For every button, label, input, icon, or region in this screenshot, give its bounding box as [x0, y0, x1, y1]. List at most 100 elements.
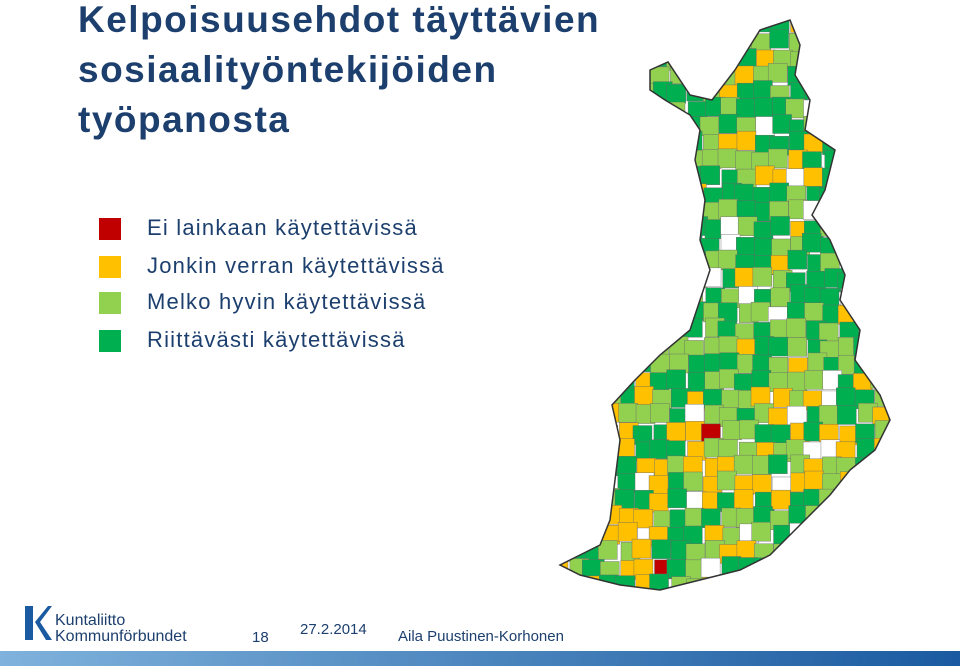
municipality [753, 80, 773, 100]
municipality [618, 305, 639, 326]
municipality [566, 217, 587, 237]
municipality [583, 201, 604, 221]
municipality [824, 49, 844, 69]
municipality [599, 20, 619, 36]
municipality [634, 115, 654, 135]
municipality [582, 149, 602, 170]
municipality [718, 20, 738, 33]
municipality [838, 591, 857, 610]
municipality [888, 101, 890, 122]
municipality [631, 267, 652, 288]
municipality [806, 595, 825, 614]
municipality [686, 65, 706, 85]
municipality [787, 337, 807, 357]
municipality [858, 507, 879, 527]
municipality [683, 471, 703, 492]
municipality [635, 318, 656, 338]
municipality [853, 20, 873, 32]
municipality [581, 476, 602, 496]
municipality [582, 490, 602, 510]
municipality [671, 20, 691, 38]
municipality [603, 252, 623, 272]
municipality [569, 356, 589, 376]
municipality [887, 204, 890, 224]
municipality [722, 420, 742, 440]
municipality [875, 474, 890, 495]
municipality [666, 132, 687, 152]
municipality [700, 557, 721, 578]
municipality [855, 457, 875, 477]
municipality [888, 407, 890, 427]
municipality [560, 238, 572, 258]
municipality [560, 250, 572, 270]
municipality [835, 32, 856, 52]
municipality [889, 269, 890, 290]
municipality [560, 508, 567, 528]
municipality [560, 149, 567, 170]
municipality [837, 576, 858, 590]
municipality [600, 182, 620, 202]
municipality [892, 543, 911, 562]
municipality [892, 219, 911, 238]
municipality [619, 48, 639, 68]
municipality [633, 51, 654, 71]
municipality [822, 507, 843, 527]
municipality [632, 425, 653, 445]
municipality [632, 199, 653, 219]
page-number: 18 [252, 629, 269, 646]
municipality [891, 149, 910, 168]
municipality [651, 186, 671, 207]
municipality [560, 456, 570, 476]
municipality [718, 113, 739, 134]
municipality [875, 596, 894, 615]
municipality [787, 66, 807, 86]
municipality [889, 116, 890, 136]
legend: Ei lainkaan käytettävissä Jonkin verran k… [99, 215, 444, 352]
municipality [563, 473, 584, 493]
municipality [667, 233, 687, 254]
municipality [566, 522, 587, 543]
municipality [618, 97, 638, 117]
municipality [802, 65, 822, 85]
municipality [771, 594, 790, 613]
municipality [666, 116, 686, 136]
logo-text: Kuntaliitto [55, 612, 125, 629]
municipality [734, 267, 755, 287]
municipality [615, 203, 635, 224]
municipality [560, 408, 571, 429]
municipality [614, 236, 635, 256]
municipality [891, 473, 910, 492]
municipality [586, 336, 607, 357]
title-line: sosiaalityöntekijöiden [78, 49, 498, 90]
municipality [768, 407, 788, 428]
municipality [569, 372, 590, 392]
municipality [600, 48, 621, 68]
legend-label: Riittävästi käytettävissä [147, 327, 406, 352]
municipality [840, 471, 860, 491]
municipality [892, 459, 911, 478]
legend-swatch [99, 218, 121, 240]
municipality [670, 289, 690, 309]
municipality [560, 304, 571, 324]
municipality [871, 67, 890, 87]
municipality [668, 216, 689, 237]
municipality [684, 34, 704, 54]
municipality [853, 186, 874, 207]
legend-label: Melko hyvin käytettävissä [147, 289, 426, 314]
municipality [873, 353, 890, 374]
municipality [823, 540, 843, 560]
municipality [566, 65, 586, 86]
legend-label: Ei lainkaan käytettävissä [147, 215, 418, 240]
municipality [871, 220, 890, 241]
municipality [667, 488, 687, 509]
municipality [569, 323, 589, 343]
municipality [635, 254, 655, 275]
municipality [821, 20, 841, 36]
municipality [785, 543, 806, 563]
municipality [560, 67, 572, 87]
municipality [701, 508, 721, 528]
municipality [702, 577, 722, 590]
footer-bar [0, 651, 960, 666]
municipality [615, 252, 635, 272]
